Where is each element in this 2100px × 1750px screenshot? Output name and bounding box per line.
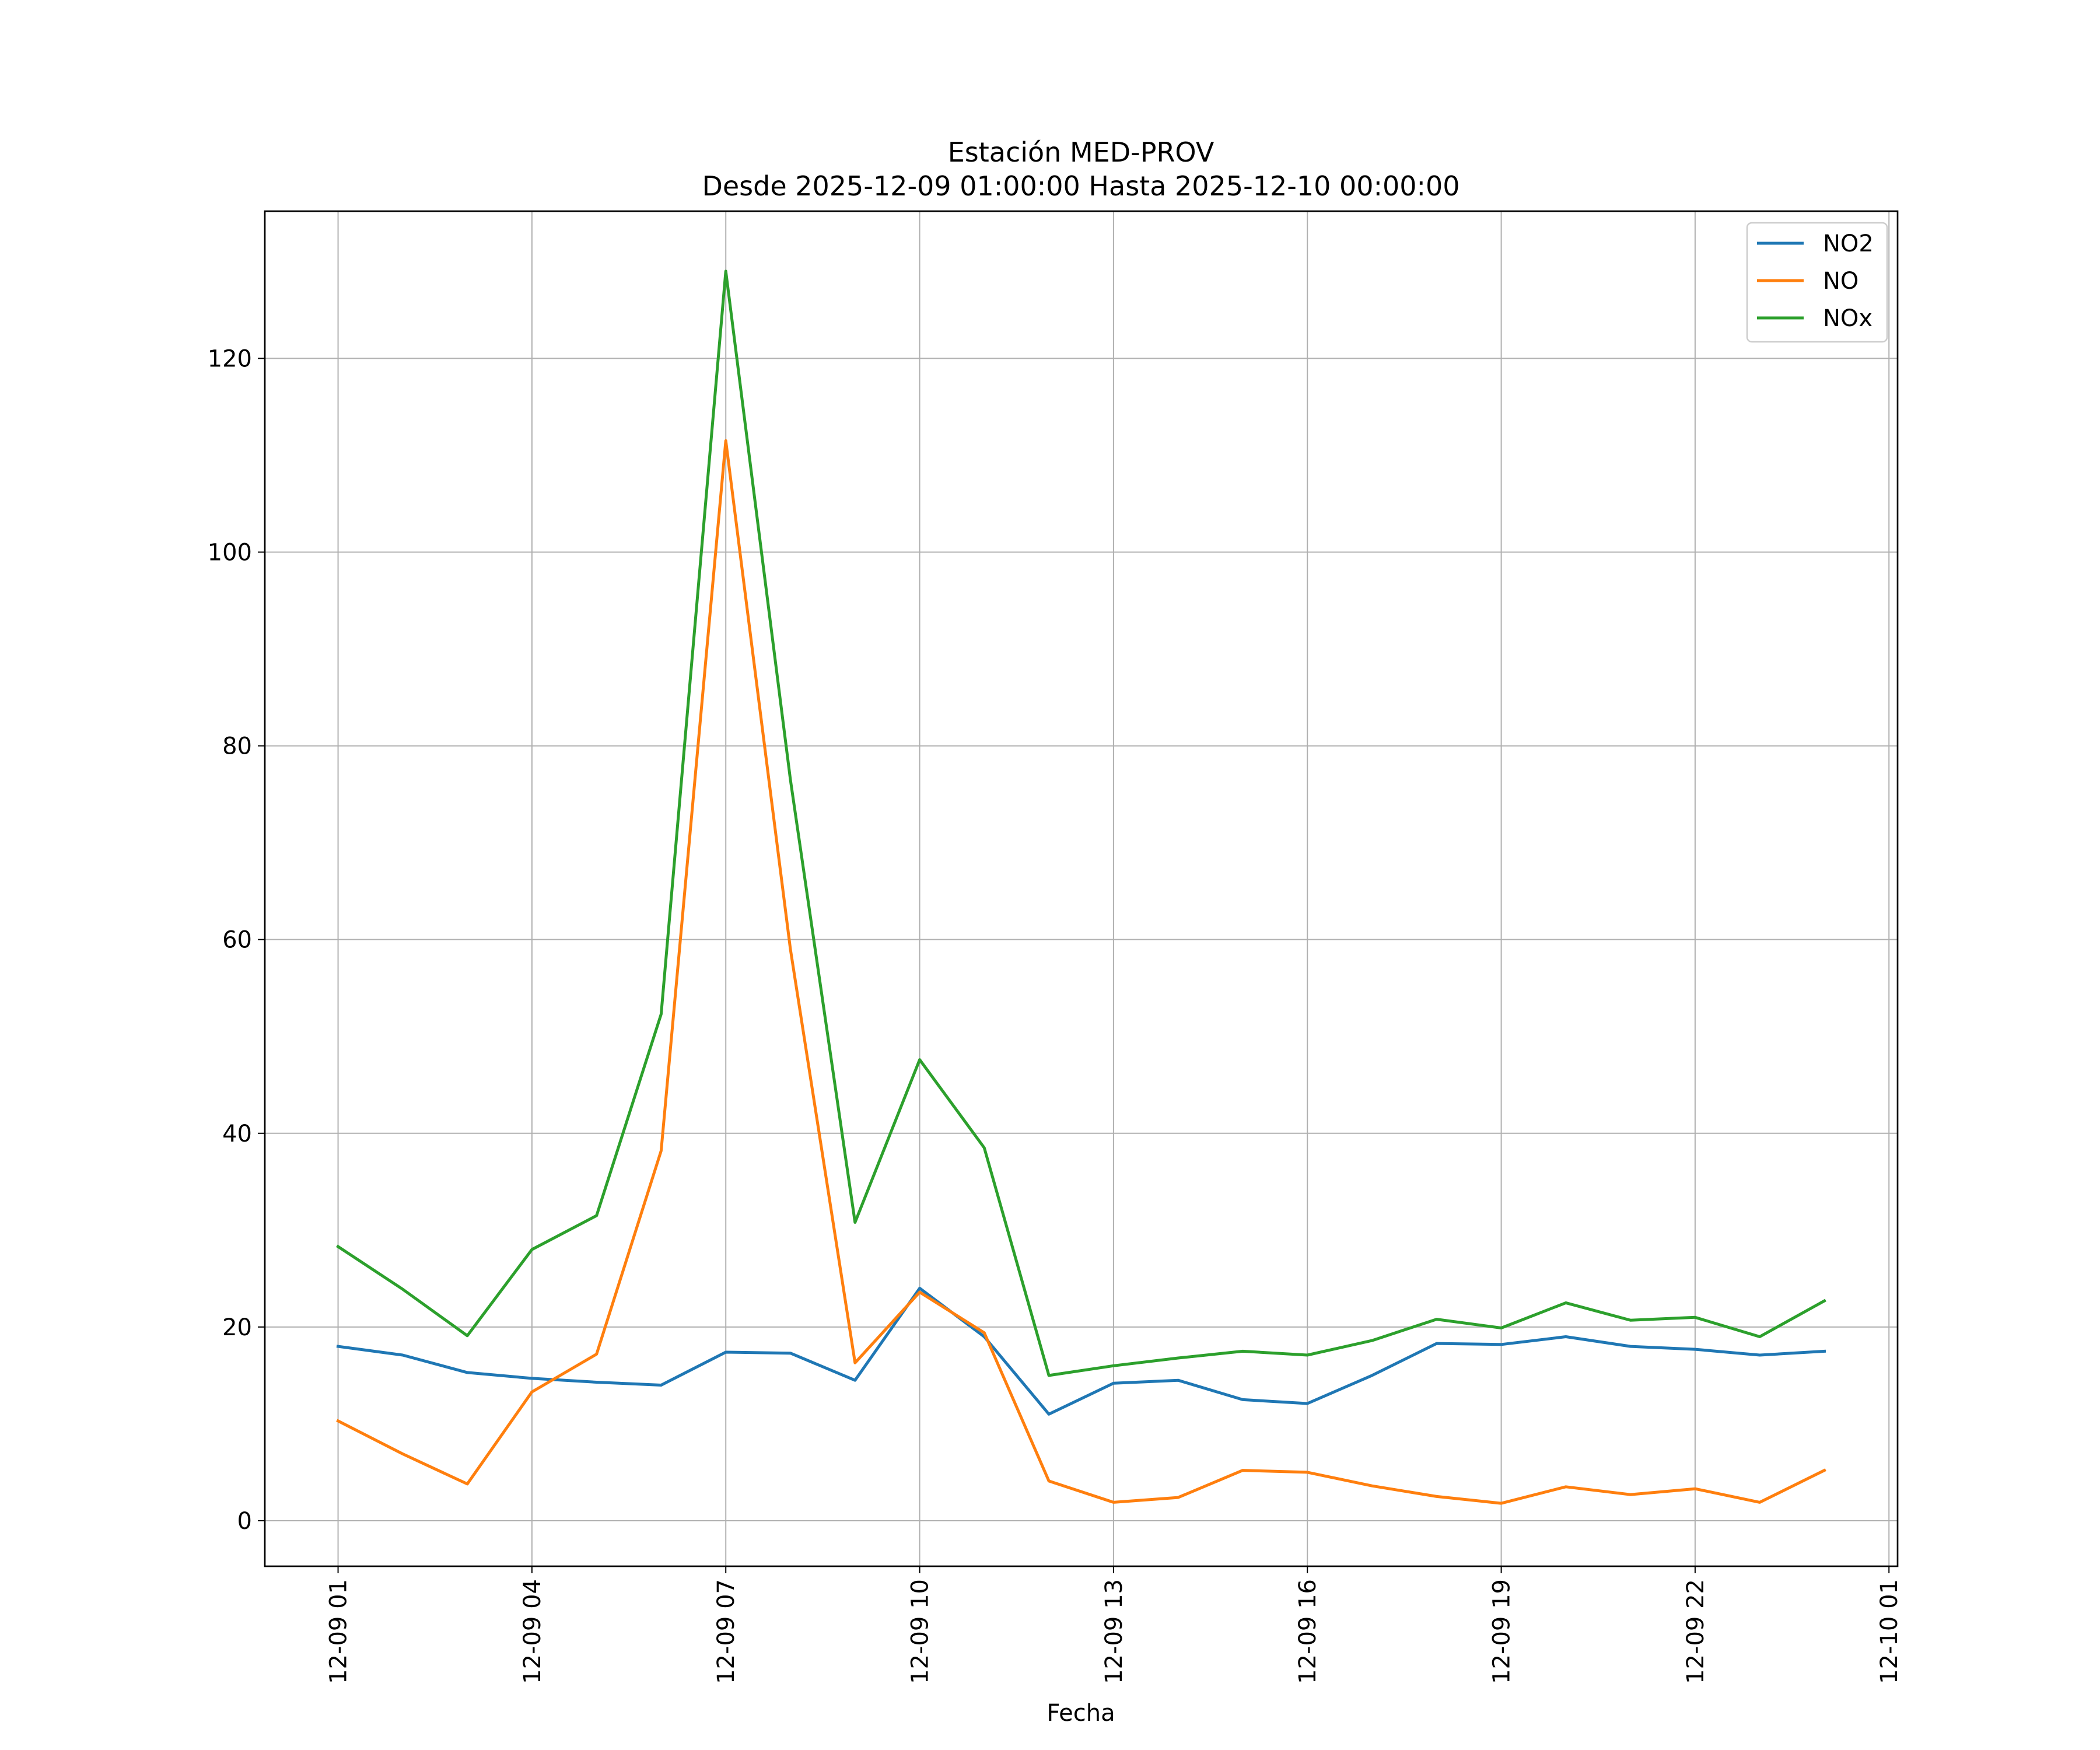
- series-line-nox: [336, 270, 1826, 1377]
- series-lines: [336, 270, 1826, 1505]
- x-tick-label: 12-09 07: [713, 1579, 740, 1684]
- x-tick-label: 12-09 22: [1682, 1579, 1709, 1684]
- y-tick-label: 60: [222, 927, 252, 954]
- y-tick-label: 0: [237, 1508, 252, 1535]
- grid: [265, 211, 1898, 1566]
- series-line-no2: [336, 1286, 1826, 1416]
- y-tick-label: 120: [208, 345, 252, 372]
- series-line-no: [336, 439, 1826, 1505]
- legend: NO2 NO NOx: [1746, 222, 1888, 343]
- x-tick-label: 12-09 19: [1489, 1579, 1516, 1684]
- plot-frame: [264, 210, 1899, 1567]
- legend-label-nox: NOx: [1823, 305, 1873, 332]
- y-tick-label: 40: [222, 1121, 252, 1147]
- legend-box: [1746, 222, 1888, 343]
- x-axis-label: Fecha: [1046, 1700, 1115, 1727]
- x-tick-label: 12-09 04: [519, 1579, 546, 1684]
- legend-label-no: NO: [1823, 268, 1859, 295]
- x-tick-label: 12-09 10: [907, 1579, 934, 1684]
- chart-subtitle: Desde 2025-12-09 01:00:00 Hasta 2025-12-…: [702, 170, 1460, 202]
- x-tick-label: 12-09 16: [1294, 1579, 1321, 1684]
- y-tick-label: 100: [208, 539, 252, 566]
- y-tick-label: 80: [222, 733, 252, 760]
- y-tick-label: 20: [222, 1314, 252, 1341]
- axis-ticks: 12-09 01 12-09 04 12-09 07 12-09 10 12-09 13…: [208, 345, 1903, 1684]
- x-tick-label: 12-09 13: [1101, 1579, 1128, 1684]
- x-tick-label: 12-09 01: [326, 1579, 352, 1684]
- chart-title: Estación MED-PROV: [948, 136, 1214, 168]
- legend-label-no2: NO2: [1823, 230, 1874, 257]
- x-tick-label: 12-10 01: [1876, 1579, 1903, 1684]
